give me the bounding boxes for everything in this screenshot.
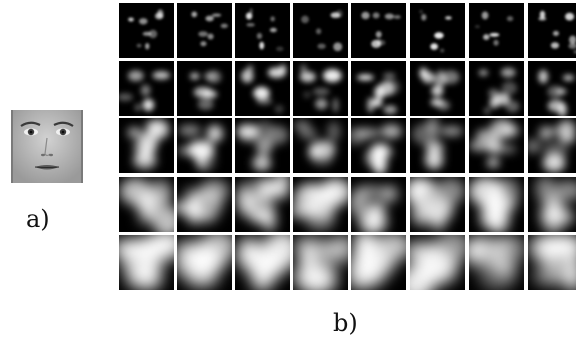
- feature-map-cell: [469, 235, 524, 290]
- feature-map-cell: [293, 61, 348, 116]
- panel-b-label: b): [333, 309, 358, 337]
- feature-map-cell: [177, 235, 232, 290]
- feature-map-cell: [469, 61, 524, 116]
- feature-map-grid: [119, 3, 576, 293]
- feature-map-cell: [410, 118, 465, 173]
- feature-map-cell: [119, 177, 174, 232]
- feature-map-cell: [235, 235, 290, 290]
- feature-map-cell: [528, 118, 576, 173]
- feature-map-cell: [293, 3, 348, 58]
- feature-map-cell: [528, 177, 576, 232]
- feature-map-cell: [351, 3, 406, 58]
- feature-map-cell: [528, 61, 576, 116]
- feature-map-cell: [235, 177, 290, 232]
- feature-map-cell: [410, 61, 465, 116]
- feature-map-cell: [469, 118, 524, 173]
- feature-map-cell: [469, 177, 524, 232]
- feature-map-cell: [177, 177, 232, 232]
- feature-map-cell: [351, 118, 406, 173]
- feature-map-cell: [410, 235, 465, 290]
- feature-map-cell: [469, 3, 524, 58]
- feature-map-cell: [351, 235, 406, 290]
- feature-map-cell: [119, 61, 174, 116]
- feature-map-cell: [293, 235, 348, 290]
- panel-a-label: a): [26, 205, 50, 233]
- feature-map-cell: [235, 61, 290, 116]
- feature-map-cell: [235, 3, 290, 58]
- feature-map-cell: [528, 235, 576, 290]
- feature-map-cell: [235, 118, 290, 173]
- feature-map-cell: [410, 3, 465, 58]
- feature-map-cell: [119, 118, 174, 173]
- feature-map-cell: [410, 177, 465, 232]
- feature-map-cell: [293, 118, 348, 173]
- feature-map-cell: [528, 3, 576, 58]
- feature-map-cell: [351, 177, 406, 232]
- feature-map-cell: [293, 177, 348, 232]
- feature-map-cell: [177, 61, 232, 116]
- feature-map-cell: [119, 3, 174, 58]
- feature-map-cell: [177, 3, 232, 58]
- face-photo: [11, 110, 83, 183]
- feature-map-cell: [351, 61, 406, 116]
- feature-map-cell: [119, 235, 174, 290]
- feature-map-cell: [177, 118, 232, 173]
